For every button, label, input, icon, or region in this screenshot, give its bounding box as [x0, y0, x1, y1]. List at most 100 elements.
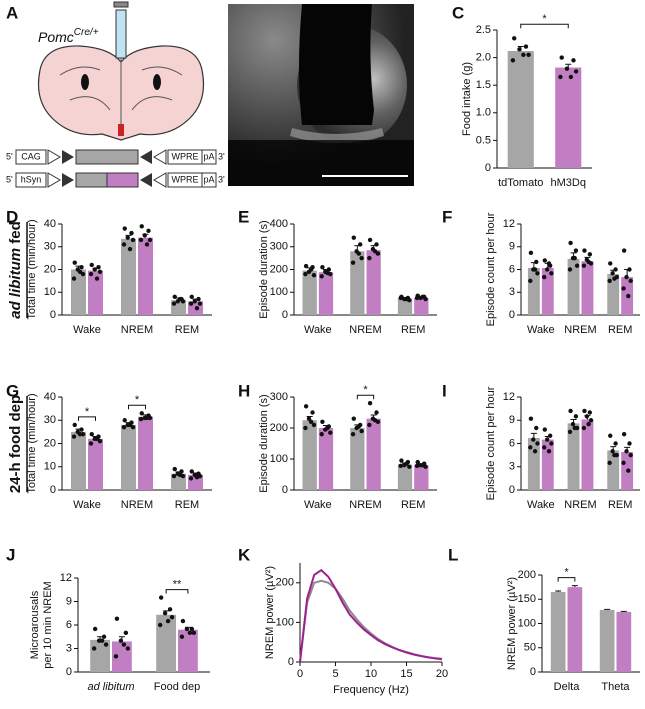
- significance-bracket: [165, 589, 189, 594]
- gene: [75, 149, 139, 165]
- data-point: [303, 271, 308, 277]
- data-point: [532, 449, 538, 454]
- data-point: [197, 301, 203, 306]
- panel-label: A: [6, 3, 18, 22]
- data-point: [171, 301, 177, 306]
- data-point: [627, 267, 632, 272]
- y-axis-label: Food intake (g): [461, 62, 473, 136]
- y-tick-label: 0: [288, 656, 294, 668]
- x-tick-label: NREM: [121, 324, 153, 336]
- data-point: [532, 267, 538, 272]
- lox: [62, 173, 74, 187]
- data-point: [72, 422, 77, 428]
- bar: [527, 438, 540, 490]
- data-point: [367, 422, 372, 428]
- data-point: [528, 445, 533, 450]
- data-point: [180, 618, 186, 624]
- data-point: [542, 445, 547, 450]
- panel-label: C: [452, 3, 464, 22]
- y-tick-label: 20: [44, 263, 56, 275]
- data-point: [180, 299, 186, 304]
- data-point: [142, 233, 147, 238]
- data-point: [189, 469, 194, 474]
- data-point: [177, 472, 183, 478]
- data-point: [101, 634, 107, 639]
- data-point: [189, 294, 194, 299]
- x-tick-label: Wake: [527, 499, 555, 511]
- data-point: [367, 401, 373, 406]
- data-point: [588, 418, 594, 423]
- data-point: [121, 242, 127, 247]
- pa: [201, 172, 217, 188]
- y-tick-label: 0.5: [476, 134, 491, 146]
- y-tick-label: 200: [518, 569, 536, 581]
- y-tick-label: 100: [270, 286, 288, 298]
- y-tick-label: 0: [530, 666, 536, 678]
- construct-text: CAG: [21, 151, 41, 161]
- ventricle: [153, 74, 161, 90]
- y-tick-label: 40: [44, 391, 56, 403]
- gene: [75, 172, 108, 188]
- data-point: [398, 295, 403, 301]
- panel-label: L: [448, 545, 458, 564]
- data-point: [89, 432, 94, 437]
- bar: [507, 50, 534, 169]
- construct-text: WPRE: [172, 151, 199, 161]
- data-point: [582, 408, 587, 414]
- data-point: [612, 276, 617, 281]
- data-point: [303, 425, 308, 431]
- data-point: [358, 242, 363, 247]
- significance-bracket: [520, 23, 569, 29]
- data-point: [350, 260, 356, 265]
- data-point: [303, 404, 309, 409]
- data-point: [130, 237, 136, 243]
- data-point: [179, 469, 184, 474]
- bar: [302, 270, 317, 315]
- bar: [302, 420, 317, 490]
- y-tick-label: 1.0: [476, 107, 491, 119]
- data-point: [613, 267, 618, 272]
- data-point: [372, 418, 378, 423]
- y-axis-label: Episode duration (s): [258, 394, 270, 492]
- data-point: [356, 424, 361, 429]
- data-point: [367, 237, 373, 243]
- lox: [153, 149, 167, 165]
- data-point: [79, 265, 84, 270]
- y-tick-label: 300: [270, 391, 288, 403]
- y-tick-label: 9: [509, 241, 515, 253]
- x-tick-label: Theta: [601, 681, 630, 693]
- data-point: [549, 441, 554, 446]
- bar: [550, 591, 566, 672]
- data-point: [194, 475, 200, 480]
- data-point: [546, 261, 552, 266]
- bar: [350, 428, 365, 490]
- data-point: [94, 436, 100, 442]
- data-point: [167, 607, 173, 612]
- bar: [156, 614, 176, 672]
- data-point: [544, 437, 550, 442]
- lox: [47, 149, 61, 165]
- data-point: [144, 242, 150, 247]
- y-tick-label: 6: [509, 437, 515, 449]
- data-point: [564, 66, 570, 71]
- data-point: [573, 69, 579, 74]
- data-point: [573, 414, 579, 419]
- panel-label: F: [442, 207, 452, 226]
- x-tick-label: NREM: [564, 499, 596, 511]
- data-point: [196, 296, 201, 302]
- bar: [366, 418, 381, 490]
- data-point: [534, 259, 539, 265]
- data-point: [350, 432, 356, 437]
- promoter: [15, 172, 47, 188]
- data-point: [92, 267, 97, 272]
- x-tick-label: tdTomato: [498, 177, 543, 189]
- y-tick-label: 2.0: [476, 52, 491, 64]
- data-point: [587, 252, 593, 257]
- bar: [581, 261, 594, 315]
- data-point: [414, 295, 420, 301]
- data-point: [544, 267, 550, 272]
- data-point: [328, 430, 333, 435]
- y-tick-label: 30: [44, 241, 56, 253]
- data-point: [99, 638, 105, 643]
- y-tick-label: 150: [518, 593, 536, 605]
